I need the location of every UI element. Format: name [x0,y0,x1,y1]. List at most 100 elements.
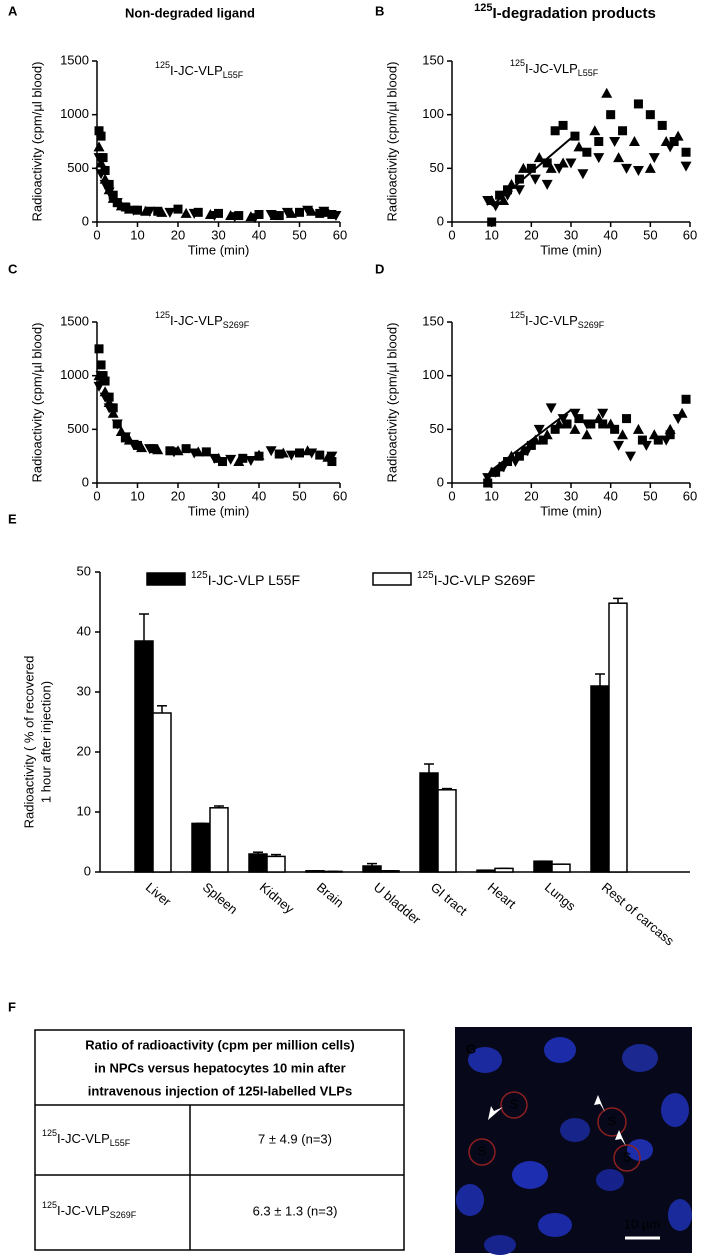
bar [266,855,286,873]
x-tick-label: 30 [564,488,578,503]
marker [93,153,105,164]
y-tick-label: 1000 [60,367,89,382]
marker [107,407,119,418]
x-tick-label: Spleen [200,879,241,917]
marker [553,418,565,429]
marker [653,435,663,445]
marker [229,212,241,223]
x-tick-label: 50 [643,227,657,242]
marker [93,141,105,152]
y-tick-label: 0 [437,474,444,489]
marker [581,419,593,430]
marker [168,447,180,458]
x-tick-label: 10 [484,227,498,242]
x-tick-label: U bladder [371,879,424,927]
marker [265,446,277,457]
bar [533,860,553,873]
marker [180,207,192,218]
marker [265,209,277,220]
legend-label-sup: 125 [417,570,434,581]
marker [201,447,211,457]
bar [248,853,268,873]
marker [680,161,692,172]
legend-label: 125I-JC-VLP S269F [417,570,535,588]
legend-swatch [146,572,186,586]
marker [541,429,553,440]
marker [672,130,684,141]
bar [437,789,457,873]
marker [495,190,505,200]
marker [127,439,139,450]
marker [119,203,131,214]
marker [613,440,625,451]
fit-line [491,137,572,207]
bar [590,685,610,873]
marker [621,163,633,174]
marker [295,207,304,217]
marker [657,120,667,130]
y-tick-label: 500 [67,421,89,436]
marker [315,450,325,460]
marker [570,131,580,141]
marker [503,185,513,195]
marker [526,163,536,173]
marker [538,435,548,445]
annotation: 125I-JC-VLPS269F [510,310,605,330]
marker [245,455,257,466]
marker [208,453,220,464]
x-tick-label: Brain [314,879,347,910]
marker [617,429,629,440]
x-tick-label: 40 [252,227,266,242]
panel-label: A [8,3,18,18]
marker [514,174,524,184]
marker [593,153,605,164]
table-border [34,1029,405,1251]
marker [498,462,510,473]
marker [487,217,497,227]
marker [545,162,557,173]
y-tick-label: 150 [422,52,444,67]
annotation-sub: L55F [578,68,599,78]
annotation-sup: 125 [510,310,525,320]
marker [514,451,524,461]
marker [330,211,342,222]
bar [419,772,439,873]
marker [594,137,604,146]
annotation-sup: 125 [155,60,170,70]
marker [542,158,552,168]
marker [632,165,644,176]
marker [628,136,640,146]
marker [610,424,620,434]
x-tick-label: 20 [171,488,185,503]
marker [326,451,338,462]
marker [503,457,513,467]
marker [306,448,318,459]
marker [605,418,617,429]
marker [133,205,142,215]
bar [191,822,211,873]
marker [569,408,581,419]
marker [193,207,203,217]
x-tick-label: Heart [485,879,519,911]
marker [513,185,525,196]
annotation: 125I-JC-VLPL55F [510,58,599,78]
y-tick-label: 150 [422,313,444,328]
y-tick-label: 0 [84,863,91,878]
annotation-sub: S269F [578,320,605,330]
marker [96,131,106,141]
marker [127,205,139,216]
marker [644,162,656,173]
marker [648,153,660,164]
marker [533,152,545,163]
marker [302,205,314,216]
marker [613,152,625,163]
x-tick-label: 40 [603,227,617,242]
marker [95,157,107,168]
scale-bar-label: 10 µm [624,1216,660,1231]
y-tick-label: 0 [82,213,89,228]
marker [136,442,148,453]
x-tick-label: 30 [211,488,225,503]
y-axis-label: Radioactivity (cpm/µl blood) [384,323,399,483]
marker [526,440,536,450]
bar [380,870,400,873]
